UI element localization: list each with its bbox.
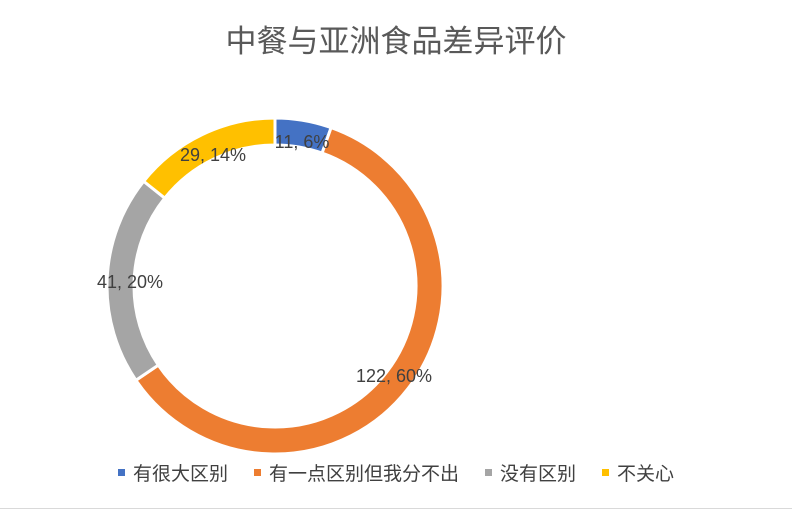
data-label-3: 29, 14% [180,145,246,165]
legend-swatch-2 [485,469,492,476]
donut-slice-3 [141,116,277,201]
legend-label-2: 没有区别 [500,463,577,485]
legend-item-0: 有很大区别 [117,459,228,486]
legend-label-1: 有一点区别但我分不出 [268,463,459,485]
legend-item-1: 有一点区别但我分不出 [253,459,459,486]
chart-title: 中餐与亚洲食品差异评价 [225,24,567,60]
legend-label-0: 有很大区别 [132,463,228,485]
legend-item-2: 没有区别 [485,459,576,486]
data-label-1: 122, 60% [356,366,432,386]
doughnut-chart: 11, 6% 122, 60% 41, 20% 29, 14% [97,116,445,456]
legend: 有很大区别 有一点区别但我分不出 没有区别 不关心 [0,459,792,486]
legend-swatch-1 [253,469,261,476]
legend-swatch-3 [602,469,610,476]
legend-item-3: 不关心 [602,459,674,486]
donut-slice-1 [133,125,445,456]
data-label-0: 11, 6% [275,132,330,152]
legend-label-3: 不关心 [617,463,675,485]
data-label-2: 41, 20% [97,272,163,292]
legend-swatch-0 [117,469,125,476]
